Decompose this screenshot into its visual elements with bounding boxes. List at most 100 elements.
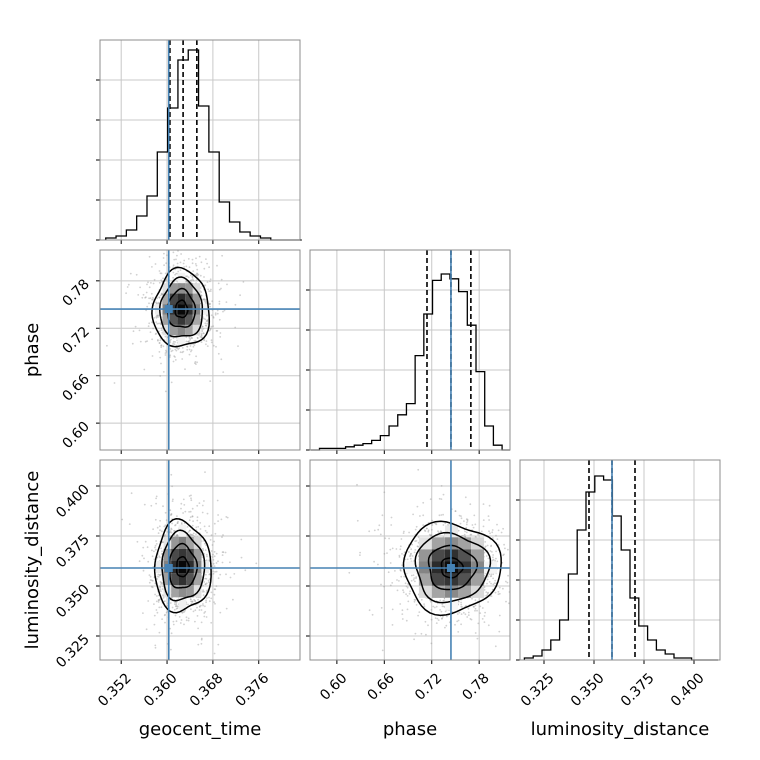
sample-point [423,603,425,605]
sample-point [403,530,405,533]
sample-point [484,546,486,549]
sample-point [417,614,419,617]
density-cell [177,335,186,346]
sample-point [210,325,213,328]
sample-point [460,623,462,626]
sample-point [162,371,165,373]
sample-point [194,361,197,363]
sample-point [428,533,431,536]
sample-point [202,594,205,597]
sample-point [176,522,179,524]
sample-point [161,594,164,596]
sample-point [159,294,162,297]
sample-point [356,519,359,522]
sample-point [148,574,151,576]
sample-point [205,258,207,260]
sample-point [209,328,212,331]
sample-point [161,550,163,553]
sample-point [210,288,212,291]
sample-point [383,552,386,555]
sample-point [152,528,155,531]
sample-point [408,592,411,595]
sample-point [213,540,216,543]
sample-point [162,596,165,599]
sample-point [417,545,420,548]
sample-point [217,560,219,563]
sample-point [219,332,222,334]
sample-point [491,559,494,562]
sample-point [494,591,497,594]
sample-point [165,278,168,281]
sample-point [434,617,437,619]
sample-point [191,515,194,518]
sample-point [156,556,159,559]
sample-point [399,569,402,571]
sample-point [210,341,213,344]
density-cell [192,283,201,294]
sample-point [204,298,207,301]
sample-point [377,528,380,531]
sample-point [460,515,462,517]
sample-point [202,298,205,301]
sample-point [213,555,216,558]
sample-point [440,485,443,487]
sample-point [148,255,151,258]
pair-panel-phase-luminosity_distance [306,459,511,664]
sample-point [204,610,207,613]
sample-point [160,292,163,295]
sample-point [429,498,432,501]
sample-point [507,548,509,551]
sample-point [491,529,494,531]
density-cell [178,561,187,574]
sample-point [150,282,152,284]
sample-point [400,575,403,578]
sample-point [208,573,211,576]
sample-point [160,344,163,347]
sample-point [217,520,220,522]
sample-point [190,533,193,536]
sample-point [185,619,188,622]
density-cell [170,293,178,304]
sample-point [147,325,150,328]
sample-point [164,352,167,354]
sample-point [204,549,207,551]
sample-point [156,578,159,580]
sample-point [213,588,216,591]
density-cell [170,324,178,336]
density-cell [177,324,186,336]
sample-point [490,582,492,585]
sample-point [489,532,491,535]
sample-point [200,332,203,335]
sample-point [121,518,124,521]
sample-point [195,533,197,535]
sample-point [141,296,144,299]
sample-point [196,516,199,519]
sample-point [138,560,141,563]
sample-point [194,600,197,603]
sample-point [398,556,401,558]
sample-point [189,529,192,532]
sample-point [460,613,463,615]
sample-point [373,529,376,532]
sample-point [176,515,178,517]
sample-point [155,302,158,305]
sample-point [206,555,208,558]
sample-point [202,327,205,330]
sample-point [185,336,188,339]
sample-point [489,550,492,552]
sample-point [155,540,158,542]
sample-point [141,554,144,557]
sample-point [405,593,407,596]
sample-point [199,274,202,277]
sample-point [463,520,465,522]
sample-point [194,599,196,602]
sample-point [156,595,158,597]
sample-point [162,257,165,259]
sample-point [218,318,221,321]
sample-point [505,580,507,583]
sample-point [176,347,178,350]
sample-point [482,519,485,521]
sample-point [149,297,152,300]
density-cell [170,314,178,325]
sample-point [205,599,208,602]
